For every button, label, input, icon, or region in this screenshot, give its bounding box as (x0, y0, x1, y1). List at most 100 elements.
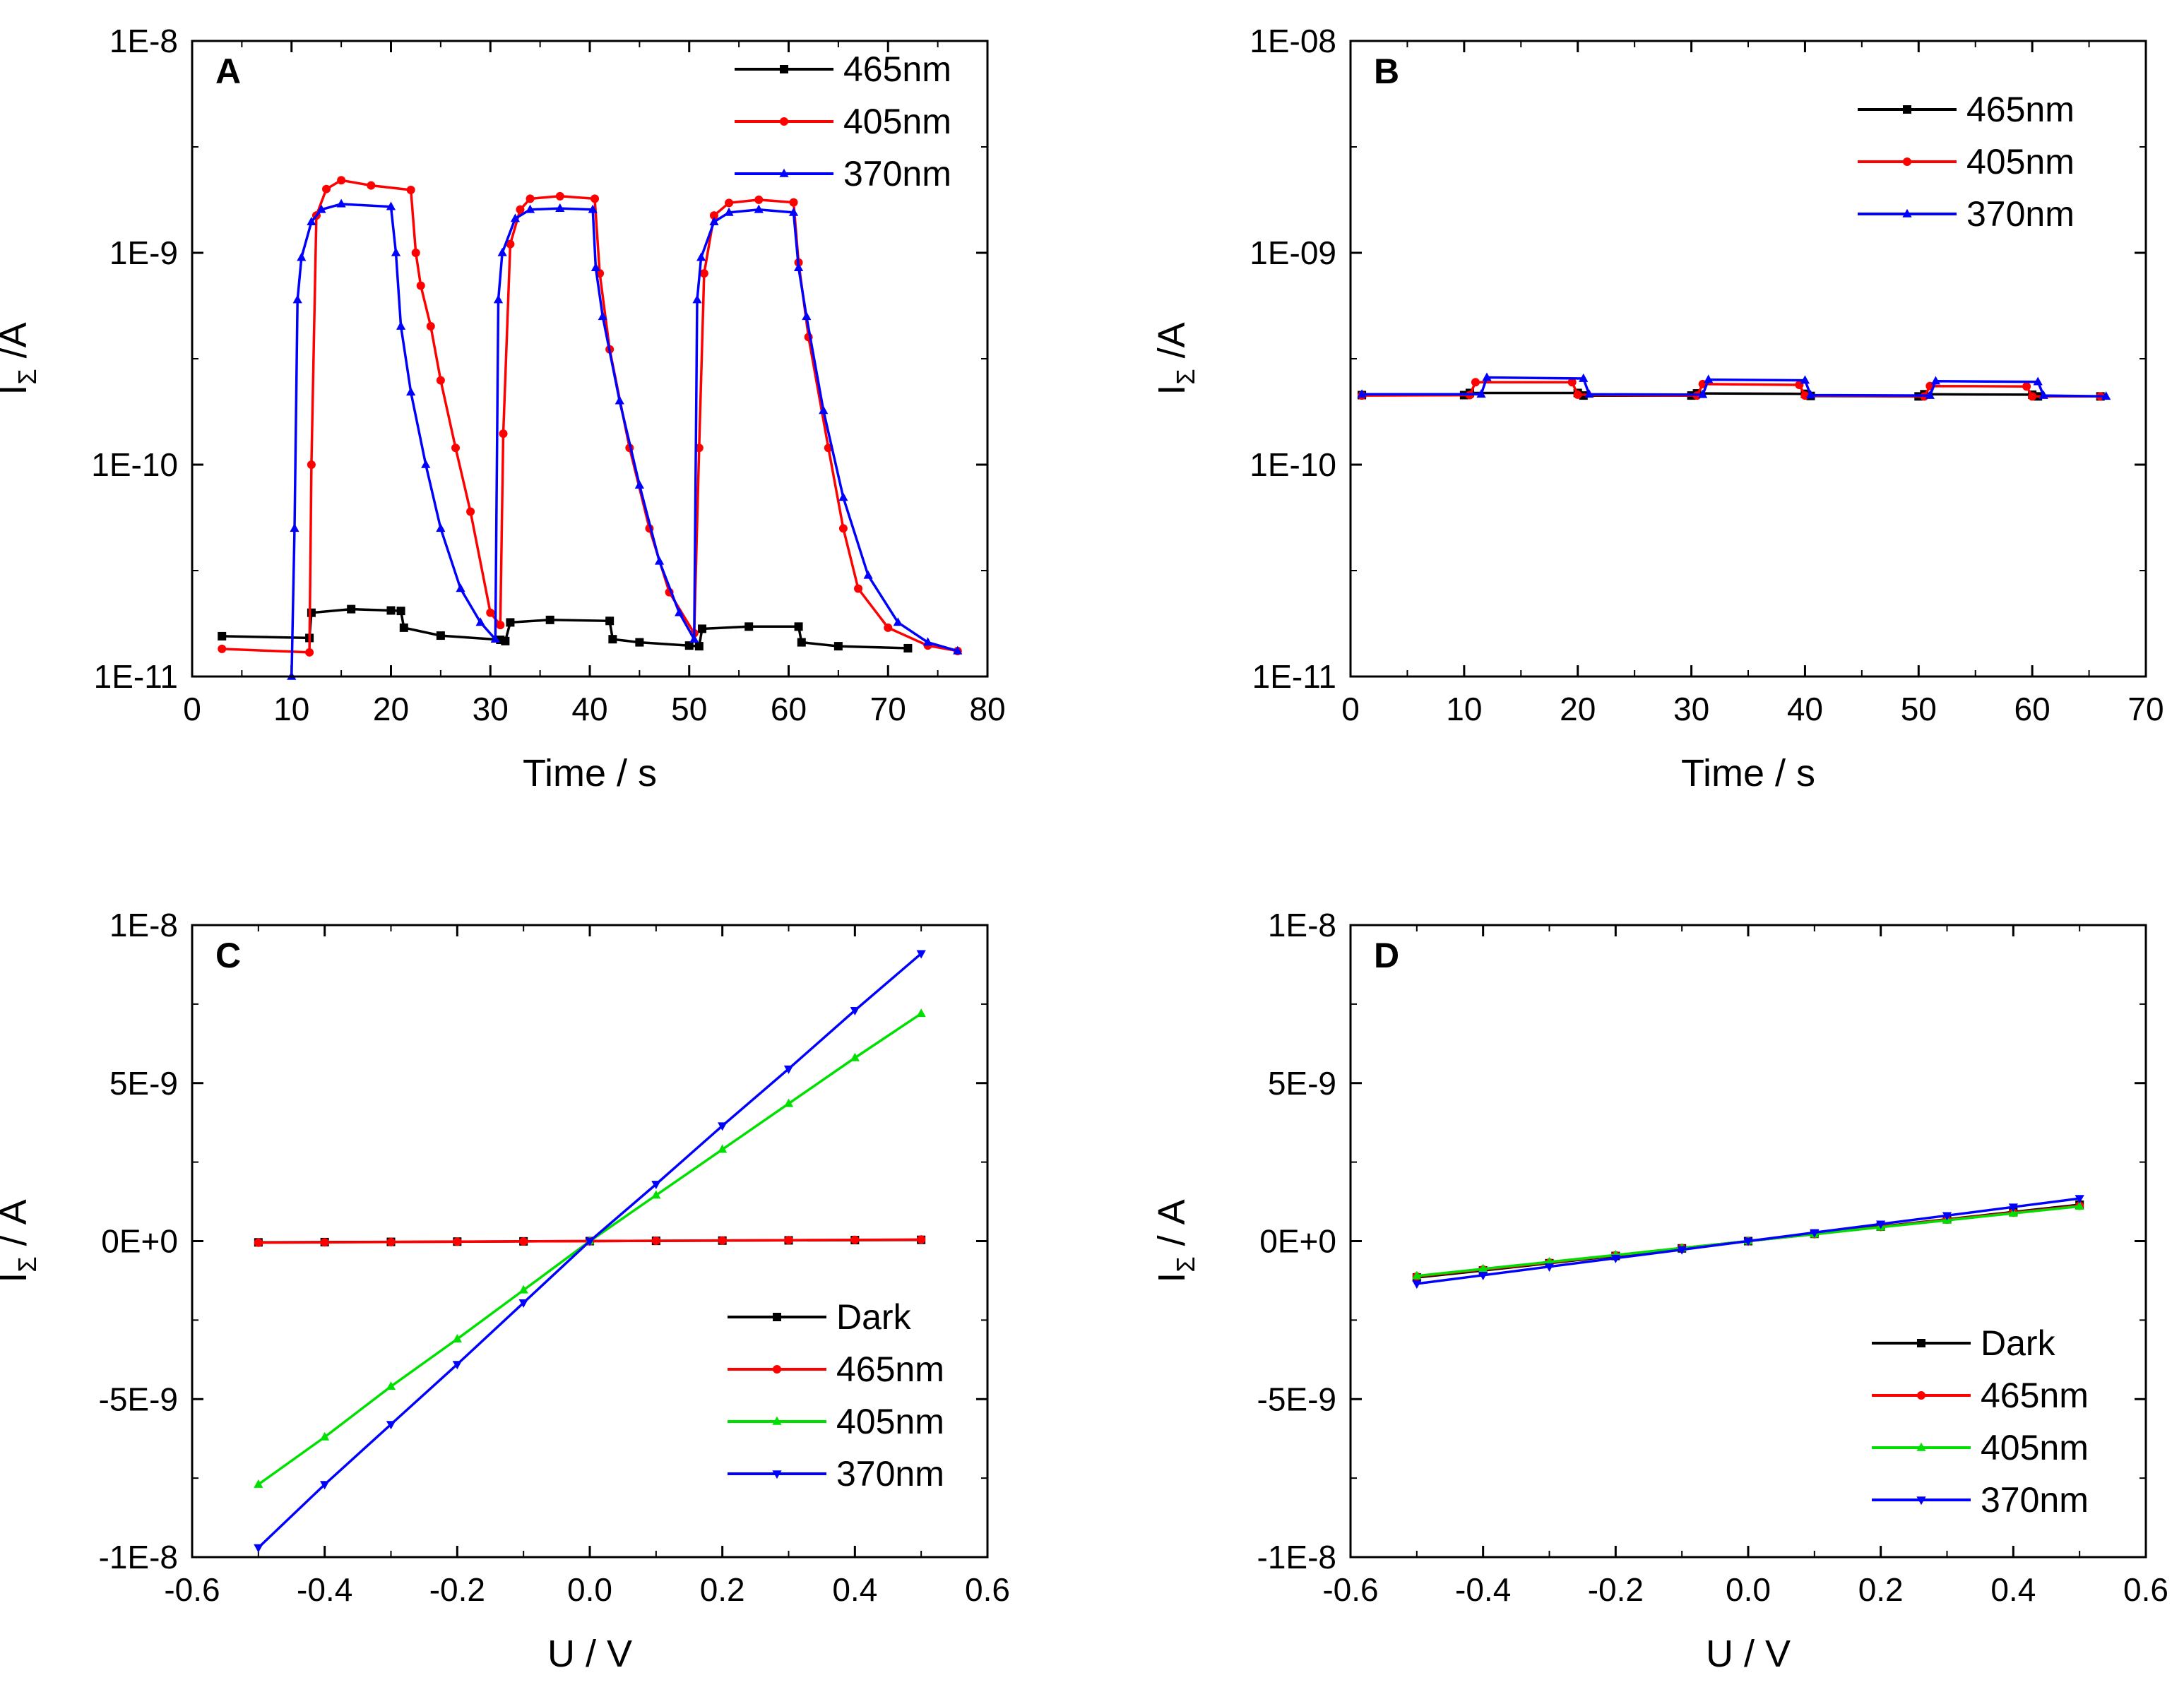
data-point (320, 1238, 329, 1247)
data-point (386, 1381, 396, 1390)
data-point (518, 1285, 528, 1294)
data-point (863, 570, 873, 579)
data-point (320, 1481, 330, 1490)
plot-frame (1349, 924, 2147, 1559)
data-point (651, 1237, 660, 1246)
data-point (526, 194, 535, 203)
data-point (396, 321, 406, 330)
data-point (802, 311, 812, 321)
data-point (426, 322, 435, 331)
legend-label: Dark (1981, 1323, 2056, 1363)
x-tick-label: 70 (870, 691, 906, 727)
x-tick-label: 0.2 (1858, 1571, 1904, 1608)
y-tick-label: 0E+0 (101, 1223, 178, 1260)
data-point (634, 479, 644, 489)
data-point (452, 1361, 462, 1370)
legend-label: Dark (836, 1297, 912, 1337)
panel-label: B (1374, 52, 1399, 91)
legend-label: 405nm (1966, 142, 2075, 181)
data-point (1810, 1229, 1820, 1238)
data-point (615, 395, 624, 405)
data-point (518, 1299, 528, 1308)
data-point (744, 622, 754, 631)
series-line (257, 1012, 922, 1486)
data-point (497, 247, 507, 256)
y-tick-label: 1E-10 (1250, 446, 1336, 483)
data-point (784, 1236, 793, 1245)
data-point (490, 633, 500, 643)
legend-marker (1902, 208, 1912, 218)
y-axis-label: IΣ / A (1151, 1199, 1200, 1282)
legend-marker (1916, 1496, 1926, 1506)
x-tick-label: -0.4 (297, 1571, 352, 1608)
data-point (406, 387, 416, 396)
data-point (1698, 389, 1708, 398)
x-tick-label: 0.4 (832, 1571, 877, 1608)
data-point (416, 281, 425, 290)
legend-label: 405nm (843, 102, 951, 141)
data-point (917, 1235, 926, 1244)
data-point (452, 1334, 462, 1343)
plot-frame (1349, 40, 2147, 678)
data-point (754, 195, 764, 204)
x-axis-label: Time / s (1681, 752, 1815, 794)
y-tick-label: -5E-9 (1257, 1381, 1336, 1417)
y-axis-label-unit: / A (0, 1199, 35, 1256)
data-point (453, 1237, 462, 1246)
data-point (850, 1052, 860, 1061)
data-point (406, 186, 415, 195)
legend-marker (780, 117, 788, 126)
x-tick-label: 30 (473, 691, 509, 727)
series-b-370nm (1357, 372, 2111, 400)
data-point (692, 294, 702, 304)
data-point (367, 181, 376, 190)
y-tick-label: 1E-09 (1250, 234, 1336, 271)
data-point (320, 1431, 330, 1441)
data-point (1478, 1272, 1488, 1281)
data-point (2008, 1208, 2018, 1217)
data-point (421, 459, 431, 468)
data-point (456, 583, 465, 592)
data-point (698, 624, 707, 633)
data-point (718, 1122, 728, 1131)
legend: Dark 465nm 405nm 370nm (728, 1297, 944, 1494)
data-point (386, 1237, 396, 1246)
series-line (222, 179, 959, 654)
panel-c: -0.6 -0.4 -0.2 0.0 0.2 0.4 0.6 -1E-8 -5E-9 0E+0 5E… (0, 907, 1010, 1675)
x-tick-label: 10 (273, 691, 309, 727)
series-d-370nm (1412, 1195, 2084, 1289)
data-point (854, 584, 863, 593)
legend-label: 370nm (1981, 1480, 2089, 1520)
y-axis-label-main: I (1151, 385, 1193, 395)
x-tick-label: 70 (2127, 691, 2164, 727)
y-tick-label: 1E-11 (1252, 658, 1336, 695)
data-point (506, 239, 515, 249)
x-tick-label: 50 (671, 691, 707, 727)
y-axis-label-unit: /A (0, 322, 35, 369)
series-line (1362, 376, 2106, 398)
data-point (838, 492, 848, 501)
data-point (788, 207, 799, 216)
data-point (297, 252, 307, 261)
legend-label: 465nm (1981, 1376, 2089, 1415)
data-point (545, 615, 554, 624)
x-axis-label: U / V (1706, 1633, 1791, 1675)
series-line (1362, 391, 2101, 398)
data-point (218, 631, 227, 641)
data-point (651, 1181, 661, 1190)
legend: Dark 465nm 405nm 370nm (1872, 1323, 2089, 1520)
data-point (1412, 1270, 1422, 1280)
x-tick-label: 80 (969, 691, 1005, 727)
data-point (598, 311, 607, 321)
data-point (347, 604, 356, 614)
data-point (386, 1421, 396, 1430)
data-point (305, 648, 314, 657)
data-point (411, 249, 420, 257)
data-point (794, 622, 803, 631)
data-point (2075, 1195, 2084, 1204)
data-point (783, 1098, 794, 1107)
data-point (499, 429, 508, 439)
y-tick-label: 5E-9 (1268, 1065, 1336, 1102)
data-point (916, 1008, 926, 1018)
